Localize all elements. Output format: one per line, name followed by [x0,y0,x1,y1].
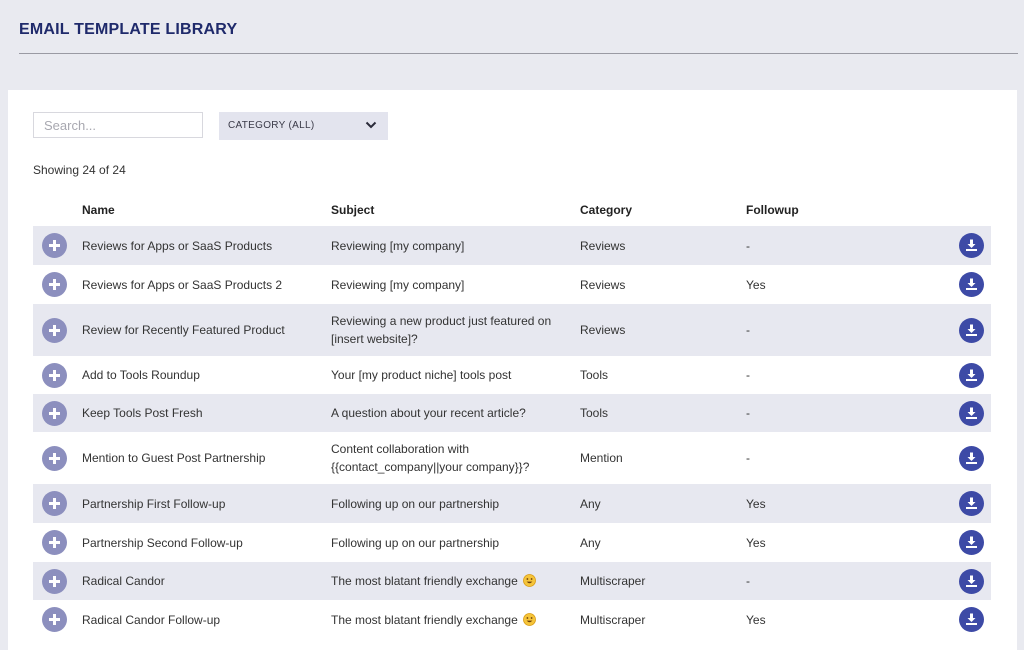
template-followup: - [746,406,750,420]
download-template-button[interactable] [959,491,984,516]
table-row: Add to Tools Roundup Your [my product nic… [33,356,991,394]
subject-line: Reviewing a new product just featured on [331,314,552,328]
grinning-face-icon [522,574,536,587]
page-header: EMAIL TEMPLATE LIBRARY [0,0,1024,60]
subject-line: {{contact_company||your company}}? [331,460,530,474]
template-name: Review for Recently Featured Product [82,323,285,337]
add-template-button[interactable] [42,233,67,258]
template-name: Partnership First Follow-up [82,496,226,511]
template-name: Keep Tools Post Fresh [82,406,203,420]
template-category: Any [580,496,601,511]
results-count: Showing 24 of 24 [33,163,126,177]
template-category: Mention [580,451,623,465]
template-category: Reviews [580,323,626,337]
add-template-button[interactable] [42,530,67,555]
download-template-button[interactable] [959,272,984,297]
subject-line: Content collaboration with [331,442,470,456]
column-header-followup: Followup [746,203,799,217]
table-row: Reviews for Apps or SaaS Products Reviewi… [33,226,991,265]
header-divider [19,53,1018,54]
template-name: Mention to Guest Post Partnership [82,451,266,465]
template-subject: Following up on our partnership [331,534,499,552]
subject-line: A question about your recent article? [331,406,526,420]
subject-line: Your [my product niche] tools post [331,368,512,382]
column-header-category: Category [580,203,633,217]
add-template-button[interactable] [42,568,67,594]
template-category: Multiscraper [580,612,646,627]
template-subject: Reviewing [my company] [331,276,464,294]
template-name: Radical Candor Follow-up [82,612,221,627]
template-subject: The most blatant friendly exchange [331,611,536,629]
template-category: Reviews [580,238,626,253]
template-subject: The most blatant friendly exchange [331,572,536,590]
search-input[interactable] [33,112,203,138]
subject-line: [insert website]? [331,332,418,346]
template-followup: - [746,574,750,588]
add-template-button[interactable] [42,272,67,297]
download-template-button[interactable] [959,568,984,594]
template-followup: - [746,368,750,382]
category-dropdown-label: CATEGORY (ALL) [228,120,315,131]
template-followup: - [746,238,750,253]
table-row: Radical Candor Follow-up The most blatant… [33,600,991,639]
add-template-button[interactable] [42,400,67,426]
subject-line: The most blatant friendly exchange [331,612,518,627]
grinning-face-icon [522,612,536,626]
template-name: Radical Candor [82,574,165,588]
template-name: Reviews for Apps or SaaS Products 2 [82,277,283,292]
template-category: Any [580,535,601,550]
download-template-button[interactable] [959,445,984,471]
template-followup: Yes [746,496,766,511]
table-row: Mention to Guest Post Partnership Content… [33,432,991,484]
column-header-name: Name [82,203,115,217]
template-name: Partnership Second Follow-up [82,535,243,550]
add-template-button[interactable] [42,445,67,471]
subject-line: Reviewing [my company] [331,277,465,292]
table-row: Keep Tools Post Fresh A question about yo… [33,394,991,432]
add-template-button[interactable] [42,362,67,388]
template-subject: Reviewing a new product just featured on… [331,312,551,348]
table-row: Radical Candor The most blatant friendly … [33,562,991,600]
template-category: Tools [580,406,609,420]
template-subject: Content collaboration with {{contact_comp… [331,440,529,476]
page-title: EMAIL TEMPLATE LIBRARY [19,21,238,38]
chevron-down-icon [365,121,377,129]
template-library-panel: CATEGORY (ALL) Showing 24 of 24 Name Sub… [8,90,1017,650]
table-row: Partnership First Follow-up Following up … [33,484,991,523]
template-subject: Your [my product niche] tools post [331,366,511,384]
template-name: Reviews for Apps or SaaS Products [82,238,273,253]
table-row: Reviews for Apps or SaaS Products 2 Revie… [33,265,991,304]
template-subject: A question about your recent article? [331,404,526,422]
category-dropdown[interactable]: CATEGORY (ALL) [219,112,388,140]
template-category: Tools [580,368,609,382]
table-row: Review for Recently Featured Product Revi… [33,304,991,356]
template-followup: Yes [746,535,766,550]
template-category: Reviews [580,277,626,292]
download-template-button[interactable] [959,317,984,343]
subject-line: Reviewing [my company] [331,238,465,253]
template-subject: Reviewing [my company] [331,237,464,255]
download-template-button[interactable] [959,607,984,632]
subject-line: Following up on our partnership [331,496,500,511]
column-header-subject: Subject [331,203,375,217]
template-followup: - [746,451,750,465]
template-subject: Following up on our partnership [331,495,499,513]
template-name: Add to Tools Roundup [82,368,200,382]
template-category: Multiscraper [580,574,646,588]
add-template-button[interactable] [42,317,67,343]
subject-line: Following up on our partnership [331,535,500,550]
download-template-button[interactable] [959,400,984,426]
template-followup: Yes [746,277,766,292]
download-template-button[interactable] [959,530,984,555]
add-template-button[interactable] [42,491,67,516]
subject-line: The most blatant friendly exchange [331,574,518,588]
template-followup: - [746,323,750,337]
download-template-button[interactable] [959,362,984,388]
template-followup: Yes [746,612,766,627]
templates-table-body: Reviews for Apps or SaaS Products Reviewi… [33,226,991,639]
table-row: Partnership Second Follow-up Following up… [33,523,991,562]
add-template-button[interactable] [42,607,67,632]
download-template-button[interactable] [959,233,984,258]
